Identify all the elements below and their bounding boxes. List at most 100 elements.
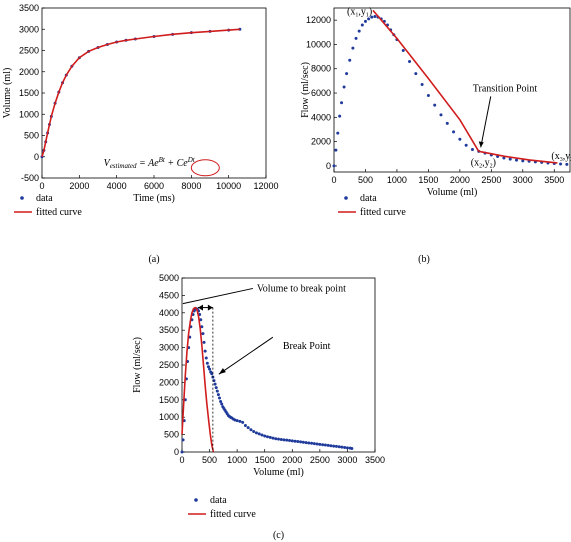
data-point xyxy=(351,46,355,50)
data-point xyxy=(340,445,344,449)
data-point xyxy=(343,445,347,449)
y-tick-label: -500 xyxy=(21,173,39,183)
volume-arrow-head-left xyxy=(197,304,203,311)
data-point xyxy=(254,431,258,435)
data-point xyxy=(345,72,349,76)
data-point xyxy=(342,85,346,89)
y-tick-label: 3500 xyxy=(19,3,39,13)
x-tick-label: 0 xyxy=(39,181,44,191)
data-point xyxy=(215,389,219,393)
data-point xyxy=(345,446,349,450)
data-point xyxy=(338,114,342,118)
data-point xyxy=(360,23,364,27)
data-point xyxy=(323,443,327,447)
x-axis-label: Time (ms) xyxy=(133,193,175,204)
data-point xyxy=(307,441,311,445)
data-point xyxy=(304,441,308,445)
y-tick-label: 3000 xyxy=(159,343,179,353)
legend-data-marker xyxy=(20,196,24,200)
legend-data-marker xyxy=(194,498,198,502)
x-tick-label: 1500 xyxy=(418,175,438,185)
fitted-curve-line xyxy=(41,28,240,158)
data-point xyxy=(241,420,245,424)
fitted-curve-line xyxy=(372,9,480,152)
data-point xyxy=(334,444,338,448)
x-tick-label: 3000 xyxy=(513,175,533,185)
data-point xyxy=(515,158,519,162)
data-point xyxy=(337,445,341,449)
data-point xyxy=(340,101,344,105)
data-point xyxy=(370,15,374,19)
data-point xyxy=(350,447,354,451)
x-tick-label: 1500 xyxy=(255,455,275,465)
legend-data-label: data xyxy=(360,193,377,204)
data-point xyxy=(201,332,205,336)
x-tick-label: 2000 xyxy=(450,175,470,185)
data-point xyxy=(329,444,333,448)
point-label-p3: (x3,y3) xyxy=(551,151,571,163)
transition-arrow xyxy=(480,96,492,148)
data-point xyxy=(363,19,367,23)
y-tick-label: 0 xyxy=(174,447,179,457)
x-axis-label: Volume (ml) xyxy=(253,467,304,478)
data-point xyxy=(414,72,418,76)
y-tick-label: 0 xyxy=(34,152,39,162)
x-tick-label: 2000 xyxy=(282,455,302,465)
legend-fit-label: fitted curve xyxy=(210,509,256,520)
data-point xyxy=(246,426,250,430)
point-label-p2: (x2,y2) xyxy=(471,157,496,169)
y-tick-label: 2000 xyxy=(311,137,331,147)
volume-to-break-label: Volume to break point xyxy=(257,283,346,294)
x-tick-label: 8000 xyxy=(181,181,201,191)
y-tick-label: 5000 xyxy=(159,273,179,283)
panel-label: (c) xyxy=(273,530,284,541)
x-tick-label: 0 xyxy=(179,455,184,465)
data-point xyxy=(263,434,267,438)
data-point xyxy=(277,437,280,441)
fitted-curve-line xyxy=(181,306,215,453)
y-axis-label: Volume (ml) xyxy=(2,68,13,119)
data-point xyxy=(208,367,212,371)
data-point xyxy=(217,396,221,400)
legend-fit-label: fitted curve xyxy=(36,207,82,218)
data-point xyxy=(565,162,569,166)
data-point xyxy=(203,349,207,353)
data-point xyxy=(332,444,336,448)
y-tick-label: 4500 xyxy=(159,290,179,300)
y-axis-label: Flow (ml/sec) xyxy=(300,62,311,118)
data-point xyxy=(354,36,358,40)
data-point xyxy=(452,130,456,134)
data-point xyxy=(321,443,325,447)
data-point xyxy=(420,83,424,87)
x-tick-label: 1000 xyxy=(387,175,407,185)
y-tick-label: 2000 xyxy=(19,67,39,77)
plot-frame xyxy=(333,7,571,173)
data-point xyxy=(265,435,269,439)
transition-arrow-head xyxy=(478,141,484,148)
data-point xyxy=(216,393,220,397)
data-point xyxy=(433,103,437,107)
data-point xyxy=(401,49,405,53)
y-tick-label: 1500 xyxy=(19,88,39,98)
y-tick-label: 8000 xyxy=(311,64,331,74)
chart-a: 0 2000 4000 6000 8000 10000 12000-500050010001… xyxy=(2,3,279,265)
data-point xyxy=(288,439,292,443)
data-point xyxy=(336,131,340,135)
x-tick-label: 10000 xyxy=(216,181,241,191)
data-point xyxy=(326,443,330,447)
data-point xyxy=(445,121,449,125)
x-tick-label: 500 xyxy=(358,175,373,185)
break-point-arrow xyxy=(218,336,274,375)
data-point xyxy=(238,419,242,423)
y-tick-label: 3500 xyxy=(159,325,179,335)
plot-frame xyxy=(181,277,376,453)
data-point xyxy=(214,386,218,390)
data-point xyxy=(219,400,223,404)
y-tick-label: 1000 xyxy=(19,109,39,119)
data-point xyxy=(508,157,512,161)
legend-data-marker xyxy=(344,196,348,200)
transition-point-label: Transition Point xyxy=(473,83,538,94)
data-point xyxy=(299,440,303,444)
data-point xyxy=(257,432,261,436)
